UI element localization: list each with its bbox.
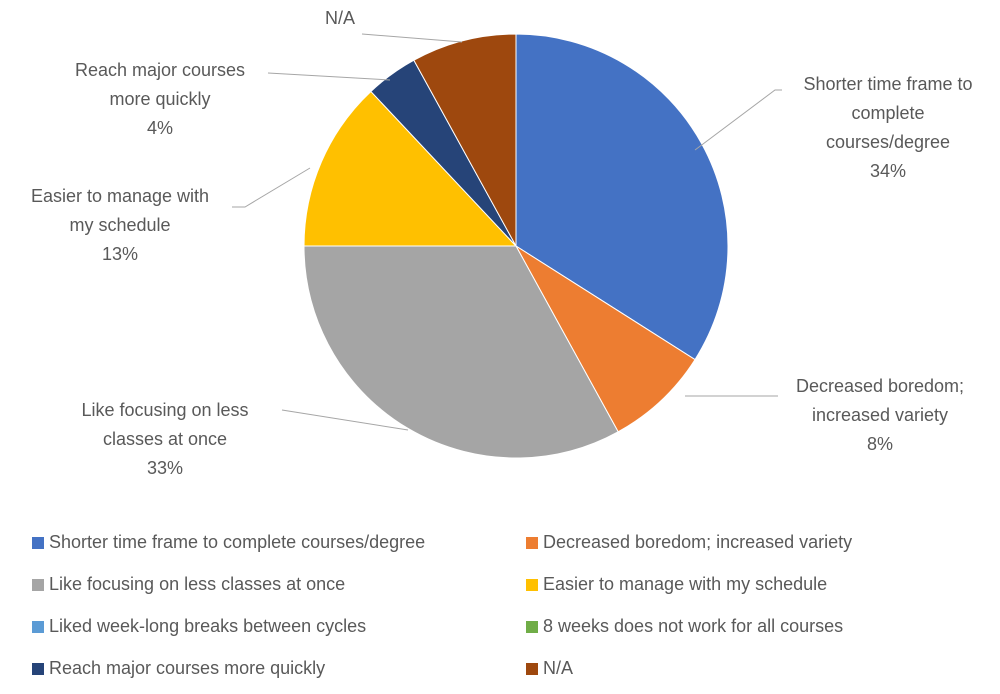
label-value: 4% [146, 118, 173, 138]
label-category: Like focusing on less classes at once [81, 400, 249, 449]
legend-entry: Decreased boredom; increased variety [526, 532, 852, 553]
pie-slice [515, 33, 729, 361]
legend-swatch [526, 620, 538, 633]
pie-slice [303, 90, 518, 247]
legend-entry: Liked week-long breaks between cycles [32, 616, 366, 637]
leader-line [281, 409, 409, 431]
label-category: Easier to manage with my schedule [30, 186, 210, 235]
legend-entry: Like focusing on less classes at once [32, 574, 345, 595]
legend-swatch [526, 578, 538, 591]
data-label: Shorter time frame to complete courses/d… [796, 70, 981, 186]
legend-entry: Reach major courses more quickly [32, 658, 325, 679]
legend-label: Easier to manage with my schedule [543, 574, 828, 594]
pie-slice [413, 33, 517, 247]
leader-line [694, 89, 782, 151]
label-value: 13% [101, 244, 139, 264]
data-label: Decreased boredom; increased variety 8% [785, 372, 975, 459]
data-label: N/A [323, 4, 357, 33]
label-value: 34% [869, 161, 907, 181]
legend-entry: N/A [526, 658, 573, 679]
legend-label: Liked week-long breaks between cycles [49, 616, 367, 636]
label-category: Shorter time frame to complete courses/d… [803, 74, 973, 152]
legend-entry: 8 weeks does not work for all courses [526, 616, 843, 637]
label-value: 8% [866, 434, 893, 454]
legend-swatch [32, 536, 44, 549]
data-label: Like focusing on less classes at once 33% [65, 396, 265, 483]
legend-entry: Shorter time frame to complete courses/d… [32, 532, 425, 553]
label-category: N/A [324, 8, 355, 28]
legend-swatch [526, 662, 538, 675]
label-value: 33% [146, 458, 184, 478]
legend-label: Shorter time frame to complete courses/d… [49, 532, 426, 552]
leader-line [361, 33, 463, 43]
label-category: Reach major courses more quickly [74, 60, 246, 109]
leader-line [232, 167, 311, 208]
legend-swatch [32, 620, 44, 633]
pie-slice [515, 245, 696, 433]
pie-slice [303, 245, 619, 459]
legend-entry: Easier to manage with my schedule [526, 574, 827, 595]
label-category: Decreased boredom; increased variety [795, 376, 965, 425]
legend-swatch [32, 578, 44, 591]
legend-label: Like focusing on less classes at once [49, 574, 346, 594]
data-label: Reach major courses more quickly 4% [65, 56, 255, 143]
legend-label: Reach major courses more quickly [49, 658, 326, 678]
leader-line [267, 72, 391, 81]
legend-swatch [32, 662, 44, 675]
legend-label: N/A [543, 658, 574, 678]
legend-label: 8 weeks does not work for all courses [543, 616, 844, 636]
legend-label: Decreased boredom; increased variety [543, 532, 853, 552]
legend-swatch [526, 536, 538, 549]
data-label: Easier to manage with my schedule 13% [20, 182, 220, 269]
